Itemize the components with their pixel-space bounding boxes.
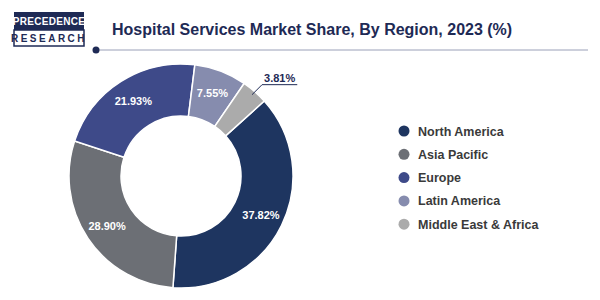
legend-label: North America: [418, 125, 505, 139]
legend-label: Middle East & Africa: [418, 218, 539, 232]
data-label: 37.82%: [242, 209, 280, 221]
logo-text: PRECEDENCE: [13, 16, 85, 27]
legend-swatch: [399, 195, 410, 206]
legend-swatch: [399, 126, 410, 137]
legend-swatch: [399, 219, 410, 230]
chart: PRECEDENCE RESEARCH Hospital Services Mark…: [0, 0, 600, 300]
legend-label: Europe: [418, 171, 461, 185]
slice: [69, 141, 177, 288]
legend-swatch: [399, 172, 410, 183]
legend: North America Asia Pacific Europe Latin Ame…: [399, 125, 540, 232]
legend-label: Latin America: [418, 194, 501, 208]
slice: [75, 64, 195, 157]
background: [0, 0, 600, 300]
legend-swatch: [399, 149, 410, 160]
data-label: 21.93%: [115, 95, 153, 107]
data-label: 28.90%: [88, 220, 126, 232]
slices: [69, 64, 293, 288]
logo-text: RESEARCH: [11, 33, 87, 44]
divider-dot: [93, 47, 100, 54]
divider: [96, 50, 588, 51]
data-label: 3.81%: [264, 72, 295, 84]
leader-line: [252, 85, 297, 95]
legend-label: Asia Pacific: [418, 148, 488, 162]
data-label: 7.55%: [197, 87, 228, 99]
title: Hospital Services Market Share, By Regio…: [112, 21, 512, 38]
labels: 37.82% 28.90% 21.93% 7.55% 3.81%: [88, 72, 297, 232]
